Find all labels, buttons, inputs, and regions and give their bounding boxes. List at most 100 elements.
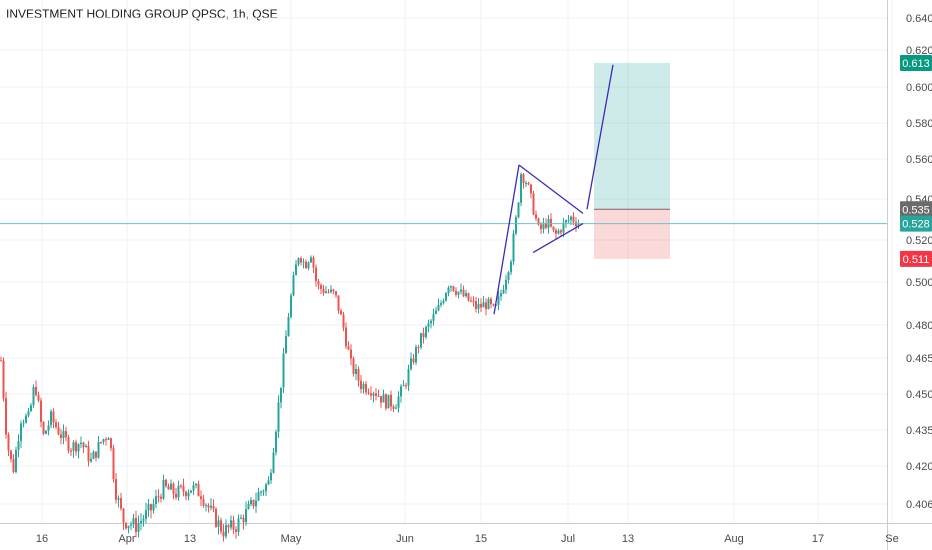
candle	[187, 492, 190, 497]
candle	[10, 450, 12, 459]
candle	[120, 498, 122, 509]
candle	[25, 415, 27, 423]
candle	[352, 358, 355, 374]
current-price-badge-bg	[900, 215, 932, 232]
candle	[562, 222, 565, 233]
candle	[242, 517, 245, 523]
candle	[367, 392, 370, 394]
candle	[205, 505, 207, 507]
y-tick-label: 0.406	[906, 499, 932, 511]
candle	[362, 384, 365, 390]
candle	[272, 452, 275, 473]
candle	[290, 295, 292, 317]
candle	[215, 508, 217, 527]
candle	[430, 320, 432, 324]
candle	[345, 327, 347, 347]
flagpole-line	[493, 164, 520, 315]
x-tick-label: Aug	[724, 533, 744, 545]
target-price-badge-bg	[900, 54, 932, 71]
candle	[137, 523, 140, 532]
candle	[505, 279, 507, 290]
candle	[212, 505, 215, 509]
y-tick-label: 0.560	[906, 154, 932, 166]
candle	[480, 303, 482, 308]
candle	[70, 450, 72, 452]
candle	[2, 360, 5, 399]
candle	[320, 284, 322, 289]
candle	[50, 411, 52, 426]
candle	[230, 520, 232, 528]
candle	[167, 486, 170, 490]
candle	[390, 394, 392, 407]
candle	[245, 509, 247, 523]
candle	[182, 485, 185, 492]
candle	[312, 257, 315, 268]
y-tick-label: 0.640	[906, 13, 932, 25]
candle	[162, 479, 165, 499]
candle	[385, 394, 387, 409]
candle	[560, 230, 562, 233]
candle	[40, 400, 42, 422]
x-tick-label: 15	[475, 533, 487, 545]
candle	[27, 411, 30, 416]
candle	[322, 288, 325, 293]
candle	[65, 431, 67, 438]
candle	[497, 296, 500, 306]
candle	[145, 510, 147, 519]
candle	[302, 261, 305, 263]
candle	[402, 385, 405, 387]
candle	[15, 450, 17, 473]
candle	[342, 314, 345, 328]
candle	[247, 504, 250, 510]
candle	[442, 300, 445, 304]
candle	[462, 289, 465, 297]
candle	[157, 496, 160, 498]
x-tick-label: May	[281, 533, 302, 545]
candle	[82, 442, 85, 448]
candle	[330, 289, 332, 293]
candle	[52, 411, 55, 423]
candle	[307, 262, 310, 269]
candle	[175, 493, 177, 498]
candle	[395, 407, 397, 409]
candle	[310, 257, 312, 263]
candle	[292, 275, 295, 296]
candle	[210, 505, 212, 508]
target-price-badge: 0.613	[902, 58, 930, 70]
candle	[570, 216, 572, 220]
candle	[335, 291, 337, 296]
candle	[260, 491, 262, 493]
candle	[437, 304, 440, 311]
candle	[220, 520, 222, 532]
candle	[67, 437, 70, 451]
candle	[35, 387, 37, 395]
candle	[452, 286, 455, 292]
candle	[517, 202, 520, 218]
candle	[510, 261, 512, 273]
x-tick-label: Jun	[396, 533, 414, 545]
candle	[7, 434, 10, 451]
triangle-upper-line	[518, 164, 584, 214]
candle	[500, 293, 502, 297]
y-tick-label: 0.450	[906, 389, 932, 401]
candle	[195, 483, 197, 486]
candle	[285, 336, 287, 354]
candle	[465, 293, 467, 297]
candle	[305, 261, 307, 269]
candle	[287, 316, 290, 337]
stop-price-badge-bg	[900, 250, 932, 267]
current-price-badge: 0.528	[902, 219, 930, 231]
x-tick-label: 17	[812, 533, 824, 545]
candle	[57, 427, 60, 435]
candle	[550, 218, 552, 227]
candle	[235, 529, 237, 532]
candle	[317, 281, 320, 285]
candle	[222, 531, 225, 537]
candle	[432, 314, 435, 321]
candle	[125, 522, 127, 529]
candle	[87, 445, 90, 462]
candle	[217, 520, 220, 527]
candle	[130, 524, 132, 526]
candle	[502, 289, 505, 294]
